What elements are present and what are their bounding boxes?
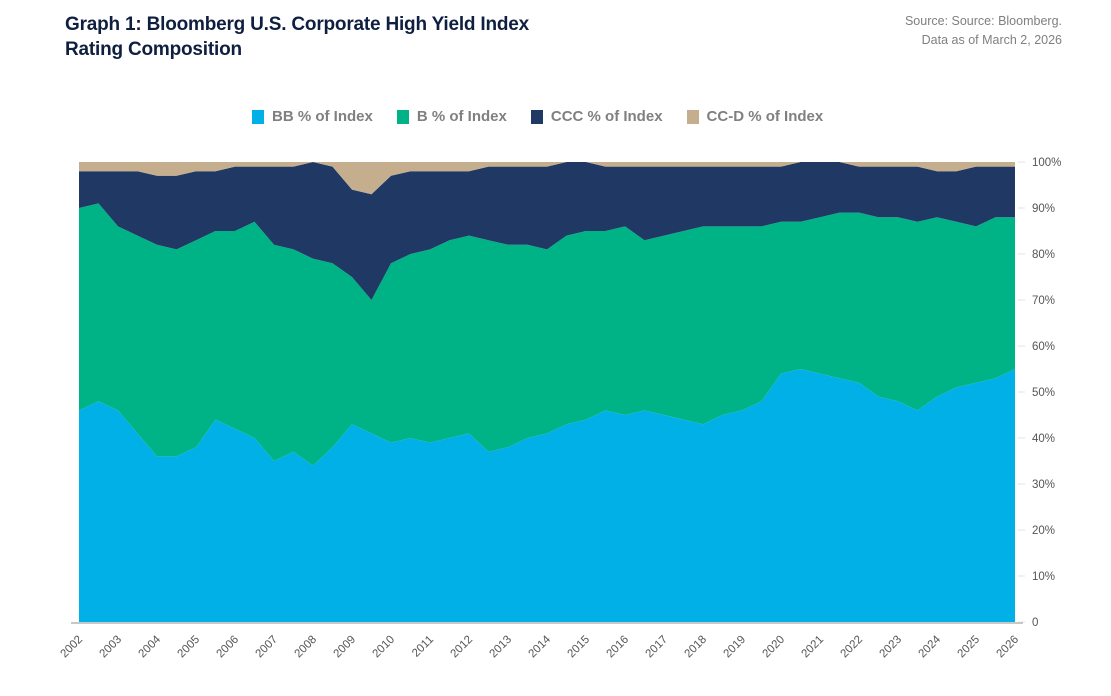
x-tick-label: 2013 bbox=[488, 634, 515, 661]
y-tick-label: 60% bbox=[1032, 341, 1055, 353]
x-tick-label: 2003 bbox=[98, 634, 125, 661]
x-tick-label: 2020 bbox=[761, 634, 788, 661]
x-tick-label: 2022 bbox=[839, 634, 866, 661]
y-axis: 0 10% 20% 30% 40% 50% 60% 70% 80% 90% 100% bbox=[1018, 157, 1061, 629]
y-tick-label: 100% bbox=[1032, 157, 1061, 169]
x-tick-label: 2009 bbox=[332, 634, 359, 661]
chart-title: Graph 1: Bloomberg U.S. Corporate High Y… bbox=[65, 12, 529, 62]
y-tick-label: 70% bbox=[1032, 295, 1055, 307]
legend-label-ccc: CCC % of Index bbox=[550, 108, 663, 125]
area-bb bbox=[79, 369, 1015, 622]
legend-label-b: B % of Index bbox=[416, 108, 507, 125]
x-tick-label: 2002 bbox=[59, 634, 86, 661]
x-tick-label: 2015 bbox=[566, 634, 593, 661]
x-tick-label: 2026 bbox=[995, 634, 1022, 661]
x-tick-label: 2025 bbox=[956, 634, 983, 661]
chart-title-line-2: Rating Composition bbox=[65, 39, 242, 60]
legend-label-ccd: CC-D % of Index bbox=[706, 108, 824, 125]
x-tick-label: 2019 bbox=[722, 634, 749, 661]
x-tick-label: 2008 bbox=[293, 634, 320, 661]
x-tick-label: 2017 bbox=[644, 634, 671, 661]
y-tick-label: 0 bbox=[1032, 617, 1038, 629]
area-ccc bbox=[79, 162, 1015, 300]
x-tick-label: 2012 bbox=[449, 634, 476, 661]
area-ccd bbox=[79, 162, 1015, 195]
legend-swatch-ccd bbox=[686, 109, 699, 124]
y-tick-label: 90% bbox=[1032, 203, 1055, 215]
x-tick-label: 2005 bbox=[176, 634, 203, 661]
source-note: Source: Source: Bloomberg. Data as of Ma… bbox=[905, 12, 1062, 50]
legend-swatch-b bbox=[396, 109, 409, 124]
chart-title-line-1: Graph 1: Bloomberg U.S. Corporate High Y… bbox=[65, 14, 530, 35]
area-b bbox=[79, 203, 1015, 466]
legend-item-ccd: CC-D % of Index bbox=[686, 108, 824, 125]
x-tick-label: 2021 bbox=[800, 634, 827, 661]
x-tick-label: 2010 bbox=[371, 634, 398, 661]
y-tick-label: 40% bbox=[1032, 433, 1055, 445]
legend-swatch-bb bbox=[252, 109, 264, 124]
x-tick-label: 2014 bbox=[527, 633, 554, 660]
x-tick-label: 2023 bbox=[878, 634, 905, 661]
x-tick-label: 2016 bbox=[605, 634, 632, 661]
x-tick-label: 2004 bbox=[137, 633, 164, 660]
legend-item-bb: BB % of Index bbox=[252, 108, 373, 125]
x-tick-label: 2011 bbox=[410, 634, 436, 660]
source-line: Source: Source: Bloomberg. bbox=[904, 14, 1062, 28]
x-axis: 2002 2003 2004 2005 2006 2007 2008 2009 2010 2011… bbox=[59, 622, 1023, 661]
y-tick-label: 50% bbox=[1032, 387, 1055, 399]
legend-label-bb: BB % of Index bbox=[272, 108, 373, 125]
legend-item-b: B % of Index bbox=[396, 108, 507, 125]
y-tick-label: 30% bbox=[1032, 479, 1055, 491]
x-tick-label: 2006 bbox=[215, 634, 242, 661]
x-tick-label: 2024 bbox=[917, 633, 944, 660]
legend-swatch-ccc bbox=[530, 109, 543, 124]
x-tick-label: 2018 bbox=[683, 634, 710, 661]
legend: BB % of Index B % of Index CCC % of Inde… bbox=[252, 108, 847, 125]
y-tick-label: 80% bbox=[1032, 249, 1055, 261]
y-tick-label: 10% bbox=[1032, 571, 1055, 583]
legend-item-ccc: CCC % of Index bbox=[530, 108, 663, 125]
x-tick-label: 2007 bbox=[254, 634, 281, 661]
y-tick-label: 20% bbox=[1032, 525, 1055, 537]
data-date-line: Data as of March 2, 2026 bbox=[921, 33, 1062, 47]
area-layers bbox=[79, 162, 1015, 622]
